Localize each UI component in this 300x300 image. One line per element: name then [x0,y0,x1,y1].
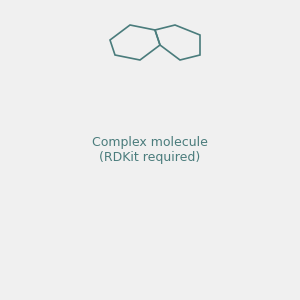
Text: Complex molecule
(RDKit required): Complex molecule (RDKit required) [92,136,208,164]
